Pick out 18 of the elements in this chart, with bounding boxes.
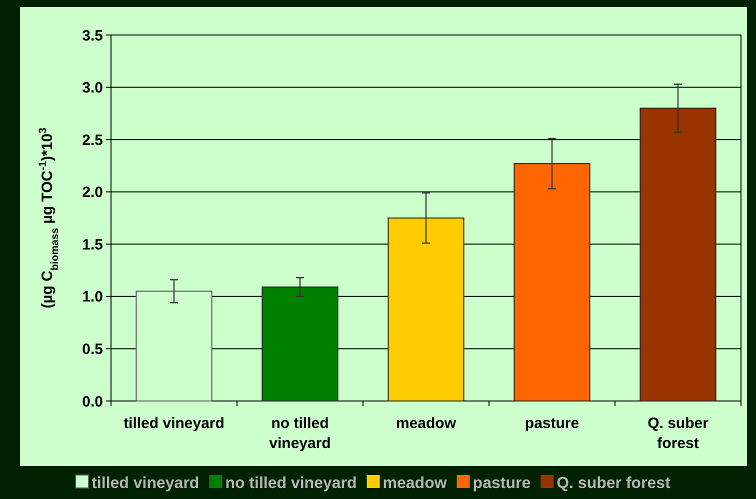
y-tick-label: 2.0 <box>82 184 103 202</box>
y-tick-label: 1.0 <box>82 288 103 306</box>
legend-label: meadow <box>382 475 448 492</box>
y-tick-label: 3.0 <box>82 80 103 97</box>
x-tick-label: pasture <box>524 415 580 432</box>
y-tick-label: 1.5 <box>82 236 103 254</box>
y-tick-label: 2.5 <box>82 132 103 149</box>
y-tick-label: 3.5 <box>82 27 103 44</box>
x-tick-label: meadow <box>396 415 456 432</box>
x-tick-label: Q. suber forest <box>648 415 709 452</box>
legend-label: Q. suber forest <box>556 475 672 492</box>
legend-label: pasture <box>472 475 531 492</box>
y-tick-label: 0.5 <box>82 340 103 358</box>
legend-label: tilled vineyard <box>92 475 200 492</box>
y-tick-label: 0.0 <box>82 393 103 410</box>
x-tick-label: no tilled vineyard <box>269 415 331 452</box>
x-tick-label: tilled vineyard <box>124 415 224 432</box>
legend-label: no tilled vineyard <box>225 475 357 492</box>
